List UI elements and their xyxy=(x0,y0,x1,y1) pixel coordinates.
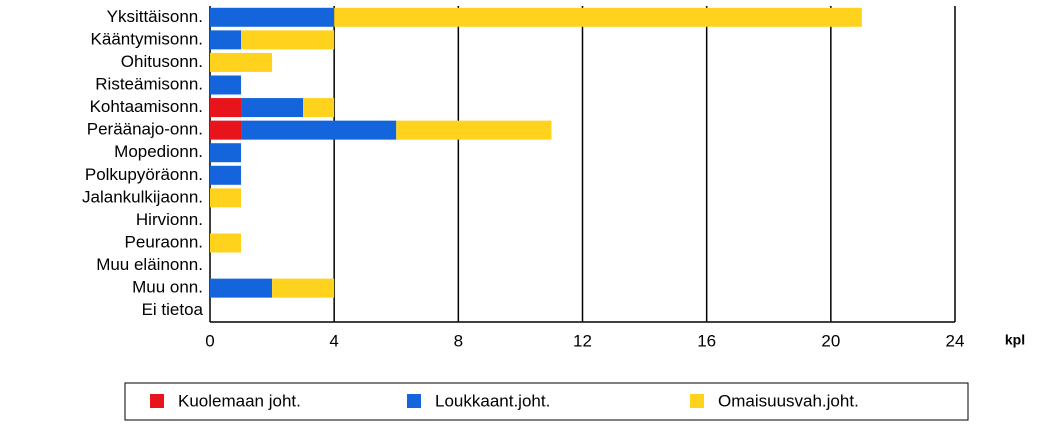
x-tick-label: 20 xyxy=(821,331,840,350)
y-tick-label: Muu onn. xyxy=(132,278,203,297)
y-tick-label: Ei tietoa xyxy=(142,300,204,319)
bar xyxy=(210,98,242,118)
bar xyxy=(210,233,242,253)
bar xyxy=(210,52,273,72)
bar xyxy=(210,188,242,208)
y-tick-label: Jalankulkijaonn. xyxy=(82,187,203,206)
legend-box xyxy=(124,382,969,421)
y-tick-label: Mopedionn. xyxy=(114,142,203,161)
bar xyxy=(334,7,862,27)
legend-swatch xyxy=(407,394,421,408)
bar xyxy=(210,75,242,95)
y-tick-label: Peuraonn. xyxy=(125,232,203,251)
y-tick-label: Polkupyöräonn. xyxy=(85,165,203,184)
x-tick-label: 12 xyxy=(573,331,592,350)
bar xyxy=(210,143,242,163)
bar xyxy=(210,278,273,298)
y-tick-label: Ohitusonn. xyxy=(121,52,203,71)
bar xyxy=(241,30,335,50)
bar xyxy=(210,30,242,50)
bar xyxy=(210,120,242,140)
y-tick-label: Kääntymisonn. xyxy=(91,29,203,48)
x-tick-label: 0 xyxy=(205,331,214,350)
legend-swatch xyxy=(690,394,704,408)
y-tick-label: Hirvionn. xyxy=(136,210,203,229)
bar xyxy=(396,120,552,140)
bar xyxy=(303,98,335,118)
y-tick-label: Risteämisonn. xyxy=(95,74,203,93)
y-tick-label: Yksittäisonn. xyxy=(107,7,203,26)
legend-label: Kuolemaan joht. xyxy=(178,391,301,410)
bar xyxy=(241,120,397,140)
y-tick-label: Peräänajo-onn. xyxy=(87,120,203,139)
legend-label: Loukkaant.joht. xyxy=(435,391,550,410)
bar xyxy=(210,7,335,27)
x-tick-label: 4 xyxy=(329,331,338,350)
x-tick-label: 24 xyxy=(946,331,965,350)
legend-label: Omaisuusvah.joht. xyxy=(718,391,859,410)
legend-swatch xyxy=(150,394,164,408)
bar xyxy=(210,165,242,185)
x-axis-label: kpl xyxy=(1005,332,1025,348)
y-tick-label: Kohtaamisonn. xyxy=(90,97,203,116)
bar xyxy=(272,278,335,298)
bar xyxy=(241,98,304,118)
x-tick-label: 16 xyxy=(697,331,716,350)
y-tick-label: Muu eläinonn. xyxy=(96,255,203,274)
x-tick-label: 8 xyxy=(454,331,463,350)
